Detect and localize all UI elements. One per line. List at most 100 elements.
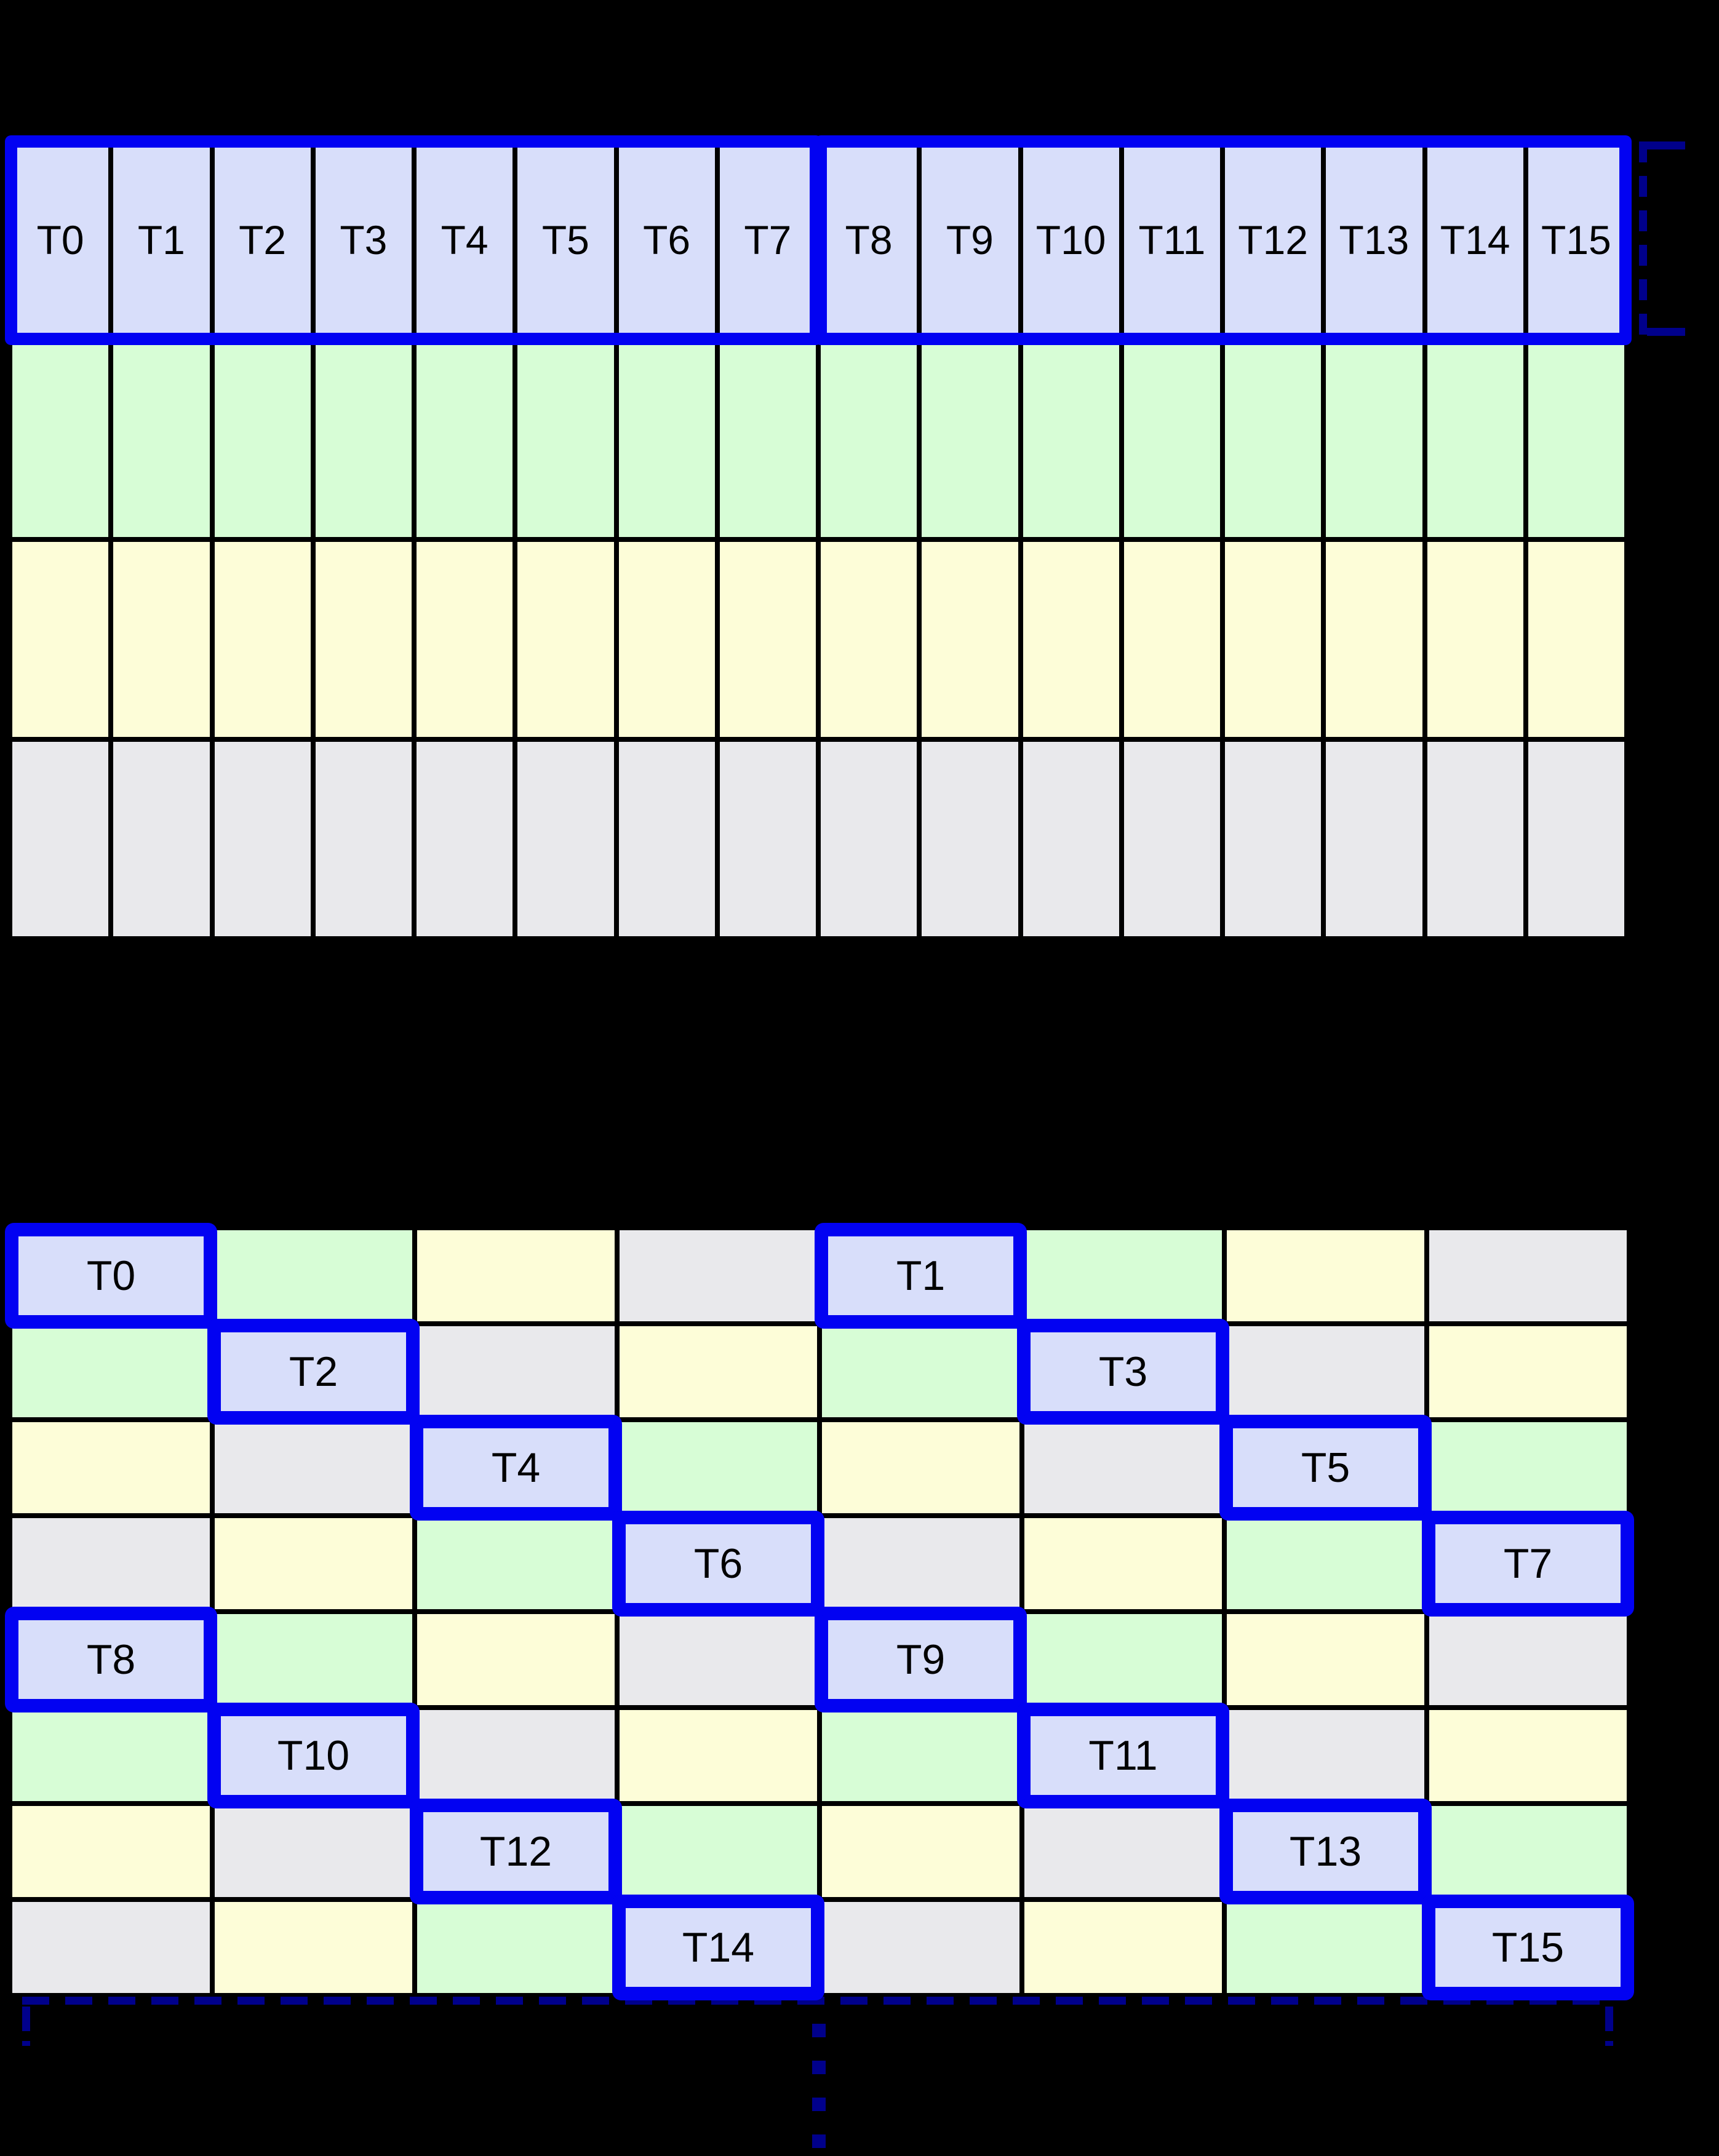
swizzled-data-cell	[1024, 1614, 1222, 1705]
swizzled-data-cell	[1227, 1902, 1424, 1993]
linear-data-cell	[618, 542, 715, 737]
width-bracket-dashed-line	[22, 1997, 1613, 2005]
swizzled-data-cell	[1227, 1710, 1424, 1801]
linear-data-cell	[12, 741, 109, 936]
linear-data-cell	[1528, 542, 1624, 737]
swizzled-thread-cell: T11	[1024, 1710, 1222, 1801]
linear-data-cell	[113, 542, 210, 737]
swizzled-thread-cell: T13	[1227, 1806, 1424, 1897]
swizzled-data-cell	[1429, 1230, 1627, 1321]
linear-data-cell	[1023, 741, 1119, 936]
linear-thread-cell: T0	[12, 143, 109, 338]
swizzled-data-cell	[620, 1422, 817, 1513]
linear-data-cell	[1225, 542, 1322, 737]
linear-data-cell	[1123, 342, 1220, 537]
swizzled-thread-cell: T10	[215, 1710, 412, 1801]
linear-data-cell	[417, 542, 513, 737]
linear-thread-cell: T9	[922, 143, 1018, 338]
linear-thread-cell: T8	[821, 143, 917, 338]
linear-data-cell	[719, 542, 816, 737]
swizzled-thread-cell: T9	[822, 1614, 1019, 1705]
swizzled-thread-cell: T14	[620, 1902, 817, 1993]
linear-data-cell	[1326, 342, 1422, 537]
linear-data-cell	[12, 342, 109, 537]
swizzled-data-cell	[417, 1710, 615, 1801]
swizzled-data-cell	[1024, 1806, 1222, 1897]
bracket-dashed-line	[1639, 141, 1647, 336]
swizzled-data-cell	[12, 1902, 210, 1993]
linear-data-cell	[12, 542, 109, 737]
swizzled-data-cell	[822, 1902, 1019, 1993]
linear-data-cell	[315, 342, 412, 537]
linear-thread-cell: T12	[1225, 143, 1322, 338]
swizzled-data-cell	[1429, 1422, 1627, 1513]
swizzled-data-cell	[417, 1518, 615, 1609]
linear-thread-cell: T10	[1023, 143, 1119, 338]
linear-thread-cell: T2	[214, 143, 311, 338]
swizzled-data-cell	[822, 1710, 1019, 1801]
swizzled-data-cell	[822, 1326, 1019, 1417]
linear-thread-cell: T11	[1123, 143, 1220, 338]
linear-layout-grid: T0 T1 T2 T3 T4 T5 T6 T7 T8 T9 T10 T11 T12 T13 T14 T15	[12, 143, 1624, 936]
linear-data-cell	[1427, 342, 1523, 537]
swizzled-data-cell	[1429, 1806, 1627, 1897]
swizzled-data-cell	[620, 1230, 817, 1321]
linear-thread-cell: T14	[1427, 143, 1523, 338]
linear-data-cell	[315, 741, 412, 936]
linear-data-cell	[922, 342, 1018, 537]
swizzled-data-cell	[215, 1230, 412, 1321]
linear-thread-cell: T5	[517, 143, 614, 338]
linear-thread-cell: T1	[113, 143, 210, 338]
swizzled-data-cell	[1227, 1326, 1424, 1417]
linear-thread-cell: T13	[1326, 143, 1422, 338]
swizzled-data-cell	[1227, 1614, 1424, 1705]
linear-data-cell	[113, 342, 210, 537]
width-bracket-left-end	[22, 2007, 30, 2046]
continuation-dot	[812, 2024, 826, 2037]
swizzled-data-cell	[1429, 1710, 1627, 1801]
swizzled-data-cell	[12, 1422, 210, 1513]
swizzled-thread-cell: T7	[1429, 1518, 1627, 1609]
linear-data-cell	[417, 342, 513, 537]
swizzled-data-cell	[1429, 1614, 1627, 1705]
swizzled-data-cell	[417, 1326, 615, 1417]
swizzled-thread-cell: T1	[822, 1230, 1019, 1321]
swizzled-data-cell	[417, 1902, 615, 1993]
swizzled-data-cell	[12, 1518, 210, 1609]
linear-data-cell	[1123, 542, 1220, 737]
swizzled-data-cell	[822, 1422, 1019, 1513]
swizzled-data-cell	[417, 1230, 615, 1321]
swizzled-data-cell	[822, 1806, 1019, 1897]
swizzled-data-cell	[1429, 1326, 1627, 1417]
linear-thread-cell: T15	[1528, 143, 1624, 338]
row-height-bracket	[1639, 141, 1688, 336]
swizzled-thread-cell: T15	[1429, 1902, 1627, 1993]
swizzled-data-cell	[215, 1422, 412, 1513]
swizzled-data-cell	[215, 1614, 412, 1705]
linear-data-cell	[1528, 342, 1624, 537]
linear-data-cell	[618, 342, 715, 537]
swizzled-data-cell	[215, 1806, 412, 1897]
bracket-top-tick	[1647, 141, 1685, 149]
swizzled-thread-cell: T8	[12, 1614, 210, 1705]
linear-data-cell	[517, 542, 614, 737]
swizzled-data-cell	[215, 1518, 412, 1609]
continuation-dot	[812, 2061, 826, 2074]
linear-data-cell	[417, 741, 513, 936]
swizzled-layout-grid: T0 T1 T2 T3 T4 T5 T6 T7 T8 T9 T10 T11 T12 T13 T14 T15	[12, 1230, 1627, 1993]
linear-thread-cell: T3	[315, 143, 412, 338]
linear-data-cell	[1326, 542, 1422, 737]
swizzled-thread-cell: T5	[1227, 1422, 1424, 1513]
linear-data-cell	[1427, 542, 1523, 737]
swizzled-thread-cell: T6	[620, 1518, 817, 1609]
linear-data-cell	[214, 542, 311, 737]
linear-thread-cell: T7	[719, 143, 816, 338]
swizzled-thread-cell: T0	[12, 1230, 210, 1321]
linear-data-cell	[821, 542, 917, 737]
linear-data-cell	[1023, 542, 1119, 737]
swizzled-data-cell	[12, 1710, 210, 1801]
linear-data-cell	[719, 342, 816, 537]
linear-data-cell	[1225, 342, 1322, 537]
swizzled-data-cell	[1024, 1518, 1222, 1609]
linear-data-cell	[517, 342, 614, 537]
